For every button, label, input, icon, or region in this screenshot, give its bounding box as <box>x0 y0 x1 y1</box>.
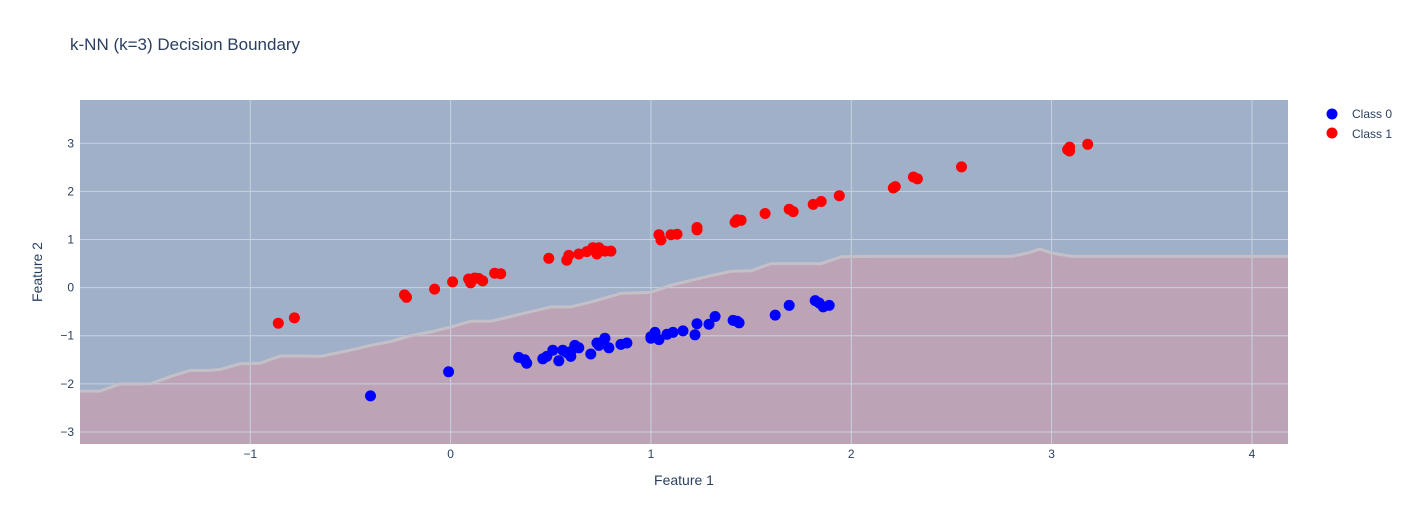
point-class-1 <box>401 291 412 303</box>
point-class-0 <box>689 329 701 341</box>
point-class-0 <box>573 342 585 354</box>
point-class-1 <box>447 276 459 288</box>
decision-boundary-line <box>80 247 1288 393</box>
legend-label-class-1: Class 1 <box>1352 127 1392 141</box>
legend-marker-class-1 <box>1326 127 1338 139</box>
plot-area[interactable] <box>80 100 1288 449</box>
point-class-1 <box>495 268 507 280</box>
legend[interactable]: Class 0 Class 1 <box>1326 107 1393 141</box>
point-class-0 <box>783 299 795 311</box>
y-tick-label: −2 <box>60 377 74 391</box>
point-class-0 <box>691 318 703 330</box>
x-tick-label: 3 <box>1048 447 1055 461</box>
point-class-0 <box>709 311 721 322</box>
decision-region-class-0 <box>80 249 1288 444</box>
point-class-1 <box>605 245 617 257</box>
y-tick-label: −1 <box>60 329 74 343</box>
legend-marker-class-0 <box>1326 108 1338 120</box>
point-class-0 <box>585 348 597 360</box>
x-tick-label: 4 <box>1249 447 1256 461</box>
point-class-1 <box>833 190 845 202</box>
point-class-1 <box>956 161 967 173</box>
point-class-0 <box>703 318 715 330</box>
point-class-0 <box>667 326 679 338</box>
x-axis-title: Feature 1 <box>654 472 714 488</box>
x-tick-label: 1 <box>648 447 655 461</box>
point-class-1 <box>288 312 300 324</box>
point-class-0 <box>823 299 835 311</box>
point-class-1 <box>655 234 667 246</box>
y-axis-ticks: −3 −2 −1 0 1 2 3 <box>60 136 74 439</box>
legend-label-class-0: Class 0 <box>1352 107 1392 121</box>
point-class-1 <box>911 173 923 185</box>
point-class-0 <box>365 390 376 402</box>
chart-title: k-NN (k=3) Decision Boundary <box>70 35 301 54</box>
point-class-1 <box>671 228 683 240</box>
y-tick-label: 0 <box>67 281 74 295</box>
point-class-0 <box>733 317 745 329</box>
point-class-1 <box>272 317 284 329</box>
x-tick-label: −1 <box>243 447 257 461</box>
y-tick-label: 3 <box>67 136 74 150</box>
point-class-1 <box>889 181 901 193</box>
point-class-1 <box>429 283 441 295</box>
legend-item-class-1[interactable]: Class 1 <box>1326 127 1393 141</box>
point-class-1 <box>477 275 489 287</box>
point-class-0 <box>547 344 559 356</box>
point-class-1 <box>1064 145 1076 157</box>
point-class-1 <box>1082 138 1094 150</box>
y-tick-label: 1 <box>67 233 74 247</box>
point-class-1 <box>543 252 555 264</box>
point-class-1 <box>691 222 703 233</box>
point-class-0 <box>653 334 665 346</box>
point-class-0 <box>553 355 565 367</box>
point-class-0 <box>443 366 455 378</box>
point-class-1 <box>815 196 827 207</box>
x-tick-label: 2 <box>848 447 855 461</box>
y-tick-label: 2 <box>67 184 74 198</box>
point-class-1 <box>787 206 799 218</box>
data-points <box>272 138 1094 402</box>
point-class-0 <box>769 309 781 321</box>
x-axis-ticks: −1 0 1 2 3 4 <box>243 447 1255 461</box>
legend-item-class-0[interactable]: Class 0 <box>1326 107 1393 121</box>
point-class-0 <box>621 337 633 349</box>
x-tick-label: 0 <box>447 447 454 461</box>
point-class-0 <box>677 325 689 337</box>
point-class-1 <box>563 249 575 261</box>
y-tick-label: −3 <box>60 425 74 439</box>
point-class-1 <box>735 214 747 226</box>
point-class-0 <box>521 357 533 369</box>
point-class-1 <box>759 208 771 219</box>
point-class-0 <box>603 342 615 354</box>
y-axis-title: Feature 2 <box>29 242 45 302</box>
point-class-0 <box>599 332 611 344</box>
